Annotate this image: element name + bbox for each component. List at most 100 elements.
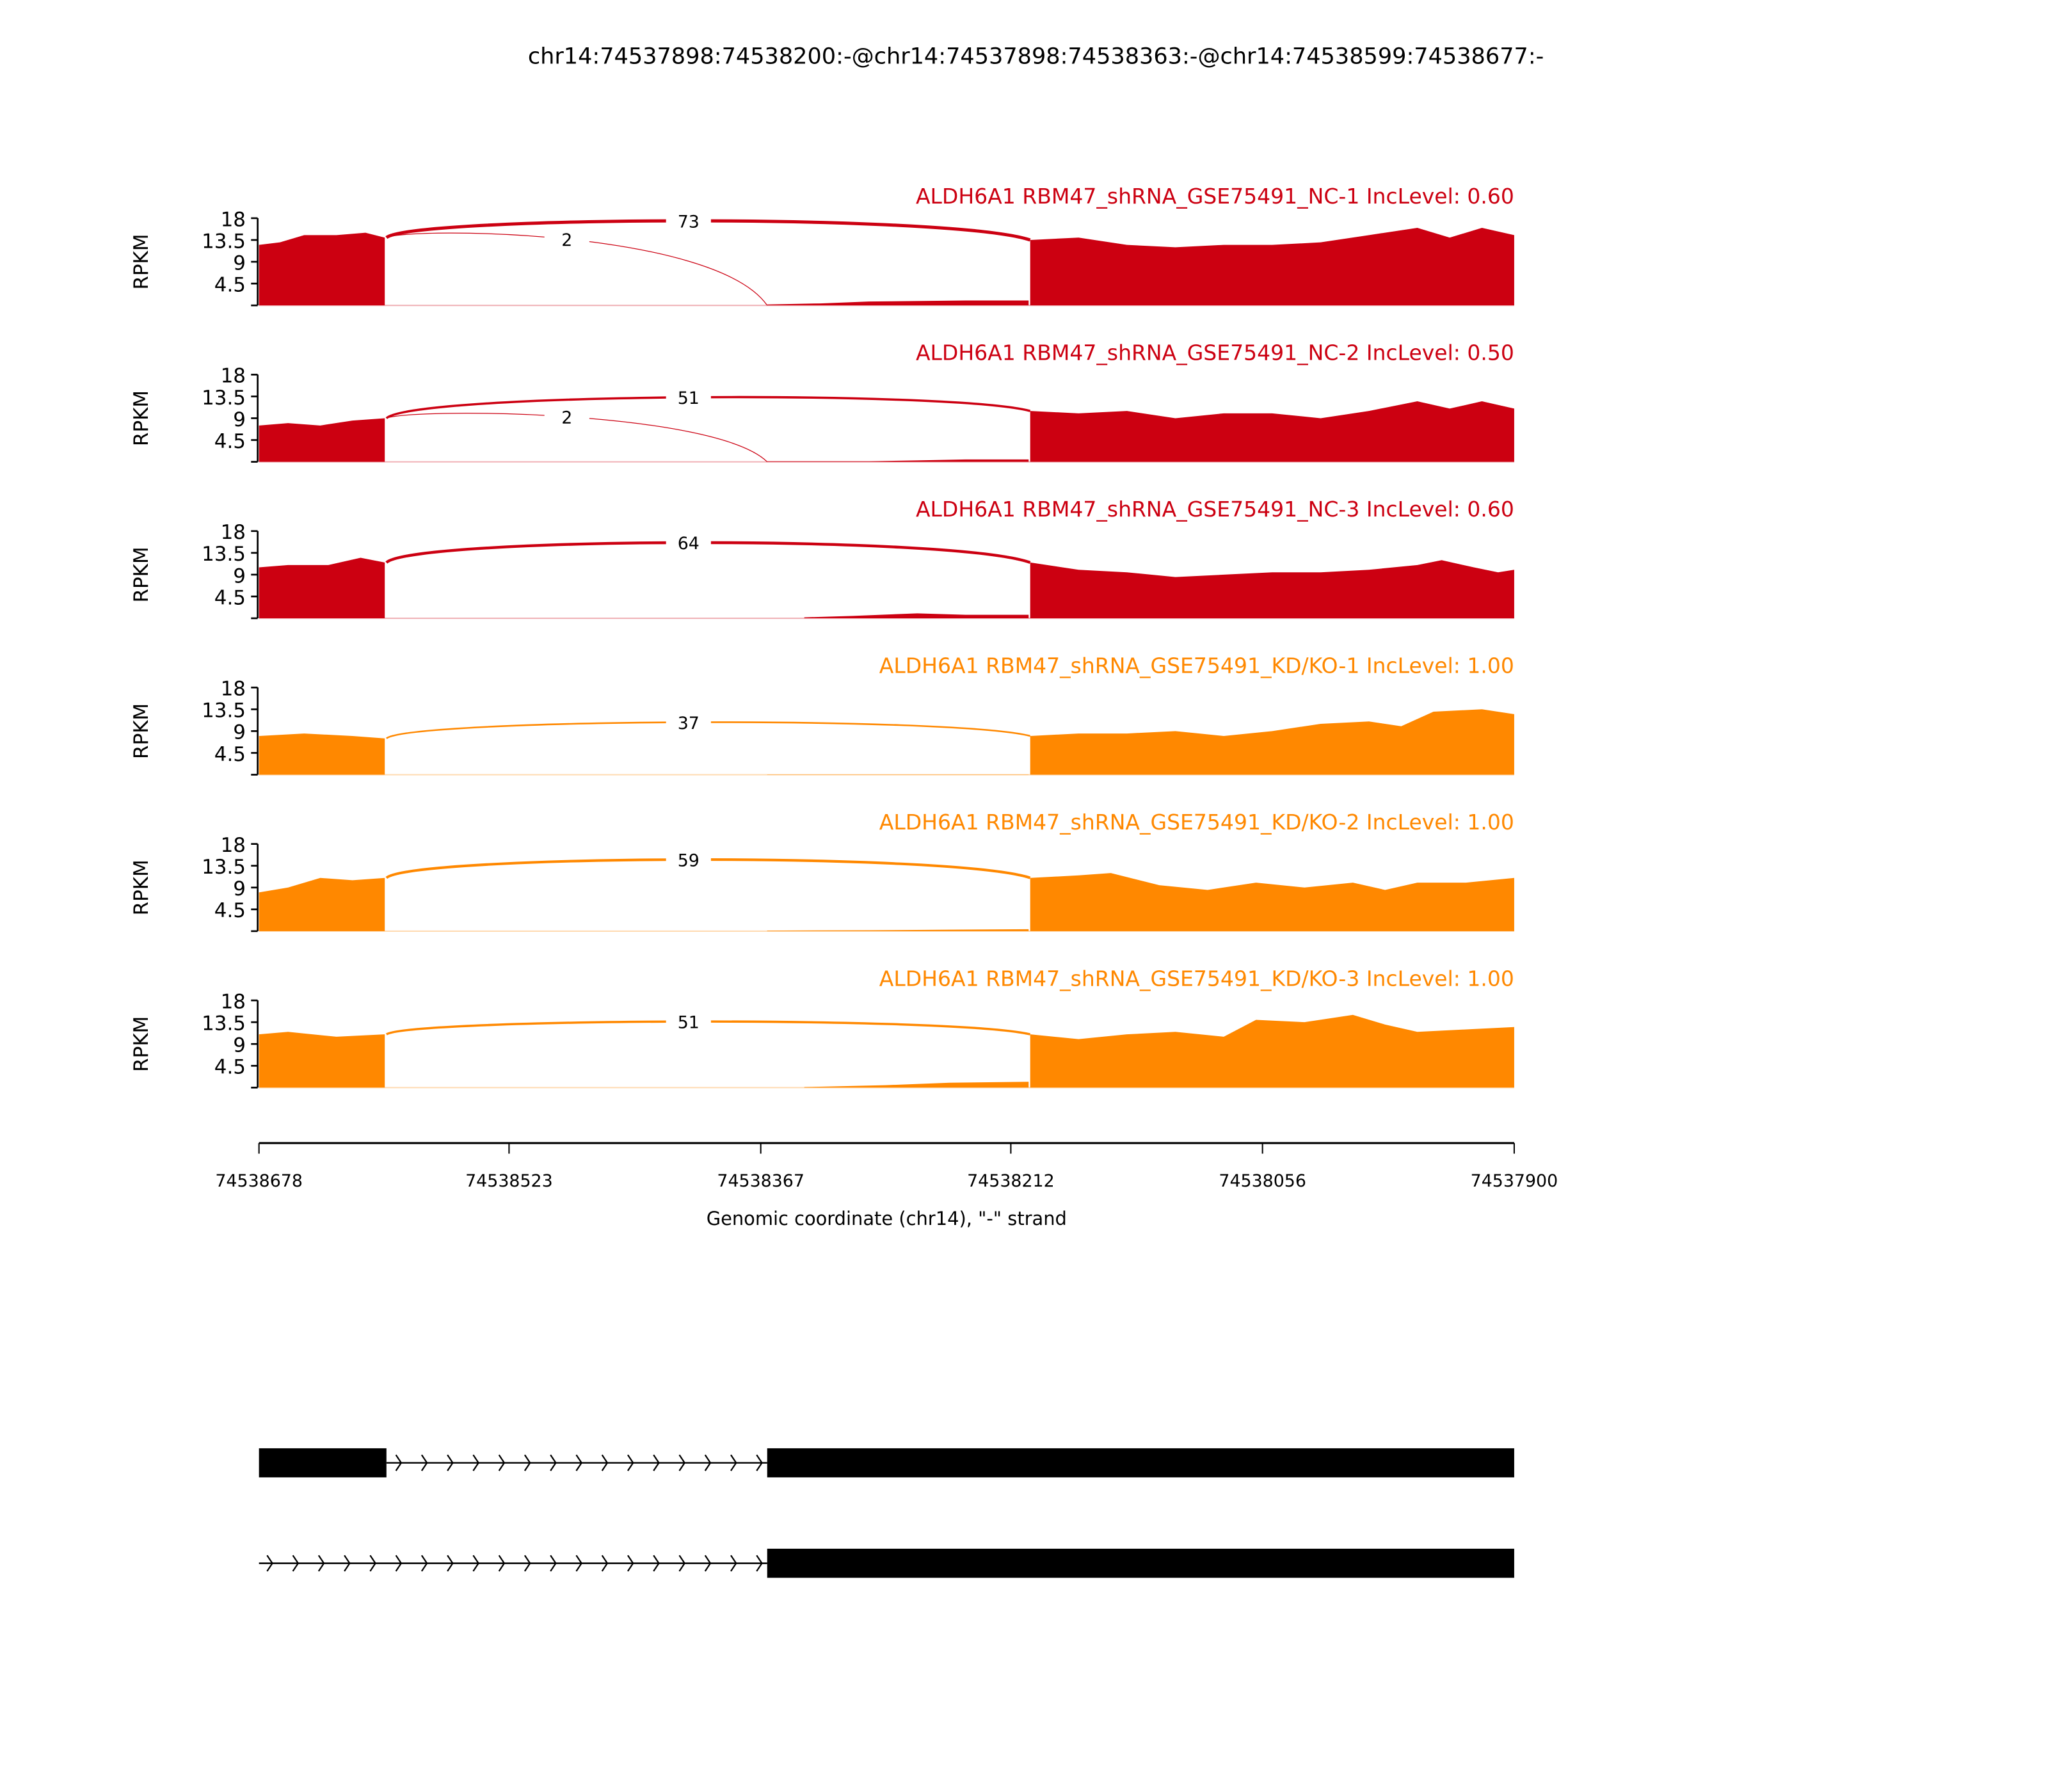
junction-count: 2 (561, 230, 572, 250)
strand-arrow-icon (447, 1555, 454, 1572)
strand-arrow-icon (653, 1555, 660, 1572)
y-tick-label: 18 (221, 365, 246, 388)
strand-arrow-icon (498, 1454, 506, 1471)
exon (767, 1448, 1514, 1478)
y-tick-label: 13.5 (202, 543, 246, 566)
coverage-area (259, 232, 385, 306)
gene-models (259, 1448, 1514, 1578)
junction: 2 (386, 228, 768, 306)
junction: 64 (385, 532, 1031, 564)
junction: 2 (386, 406, 768, 463)
strand-arrow-icon (756, 1555, 763, 1572)
y-axis-label: RPKM (130, 547, 153, 602)
junction-count: 37 (678, 714, 700, 733)
y-tick-label: 9 (233, 1034, 246, 1057)
coverage-area (1030, 227, 1514, 306)
junction-label-box (544, 406, 589, 428)
strand-arrow-icon (678, 1555, 686, 1572)
junction-count: 73 (678, 212, 700, 232)
coverage-area (767, 300, 1029, 306)
strand-arrow-icon (420, 1555, 428, 1572)
y-tick-label: 13.5 (202, 1012, 246, 1036)
coverage-area (1030, 873, 1514, 931)
strand-arrow-icon (498, 1555, 506, 1572)
y-tick-label: 9 (233, 877, 246, 900)
x-tick-label: 74538367 (717, 1171, 804, 1191)
strand-arrow-icon (575, 1454, 583, 1471)
y-axis-label: RPKM (130, 234, 153, 289)
strand-arrow-icon (601, 1454, 609, 1471)
exon (767, 1548, 1514, 1578)
strand-arrow-icon (472, 1454, 480, 1471)
junction-count: 2 (561, 408, 572, 428)
strand-arrow-icon (266, 1555, 273, 1572)
y-tick-label: 9 (233, 252, 246, 275)
x-tick-label: 74538678 (215, 1171, 303, 1191)
y-tick-label: 4.5 (214, 273, 246, 296)
junction: 59 (385, 849, 1031, 879)
strand-arrow-icon (678, 1454, 686, 1471)
strand-arrow-icon (524, 1555, 531, 1572)
y-tick-label: 13.5 (202, 856, 246, 879)
track-label: ALDH6A1 RBM47_shRNA_GSE75491_NC-2 IncLev… (916, 340, 1514, 365)
x-tick-label: 74538056 (1219, 1171, 1306, 1191)
coverage-area (804, 613, 1029, 619)
strand-arrow-icon (550, 1454, 557, 1471)
exon (259, 1448, 387, 1478)
coverage-area (767, 929, 1029, 931)
strand-arrow-icon (627, 1454, 634, 1471)
junction: 73 (385, 210, 1031, 242)
y-axis-label: RPKM (130, 703, 153, 759)
chart-title: chr14:74537898:74538200:-@chr14:74537898… (528, 43, 1544, 69)
track-label: ALDH6A1 RBM47_shRNA_GSE75491_NC-3 IncLev… (916, 497, 1514, 522)
x-tick-label: 74538212 (967, 1171, 1055, 1191)
strand-arrow-icon (704, 1555, 712, 1572)
junction-label-box (666, 387, 711, 408)
junction-count: 51 (678, 1012, 700, 1032)
strand-arrow-icon (317, 1555, 325, 1572)
coverage-area (804, 1082, 1029, 1088)
coverage-area (1030, 1014, 1514, 1088)
y-axis-label: RPKM (130, 1016, 153, 1072)
coverage-area (1030, 709, 1514, 775)
junction-count: 51 (678, 388, 700, 408)
y-tick-label: 13.5 (202, 700, 246, 723)
y-tick-label: 13.5 (202, 387, 246, 410)
y-tick-label: 18 (221, 990, 246, 1013)
strand-arrow-icon (756, 1454, 763, 1471)
y-axis-label: RPKM (130, 860, 153, 915)
y-tick-label: 18 (221, 521, 246, 544)
junction-count: 59 (678, 851, 700, 870)
strand-arrow-icon (472, 1555, 480, 1572)
y-tick-label: 4.5 (214, 586, 246, 609)
y-tick-label: 18 (221, 678, 246, 701)
strand-arrow-icon (292, 1555, 300, 1572)
y-tick-label: 9 (233, 564, 246, 588)
x-axis-label: Genomic coordinate (chr14), "-" strand (707, 1208, 1067, 1229)
strand-arrow-icon (420, 1454, 428, 1471)
junction-count: 64 (678, 534, 700, 554)
strand-arrow-icon (524, 1454, 531, 1471)
y-axis-label: RPKM (130, 390, 153, 446)
track-label: ALDH6A1 RBM47_shRNA_GSE75491_NC-1 IncLev… (916, 184, 1514, 209)
junction-label-box (666, 712, 711, 733)
gene-model-2 (259, 1548, 1514, 1578)
gene-model-1 (259, 1448, 1514, 1478)
junction-label-box (544, 228, 589, 250)
x-axis: 74538678 74538523 74538367 74538212 74538056… (215, 1142, 1558, 1191)
strand-arrow-icon (627, 1555, 634, 1572)
coverage-area (259, 557, 385, 619)
junction: 51 (385, 387, 1031, 419)
coverage-area (259, 1032, 385, 1088)
strand-arrow-icon (369, 1555, 376, 1572)
y-tick-label: 18 (221, 208, 246, 231)
junction: 37 (386, 712, 1030, 739)
